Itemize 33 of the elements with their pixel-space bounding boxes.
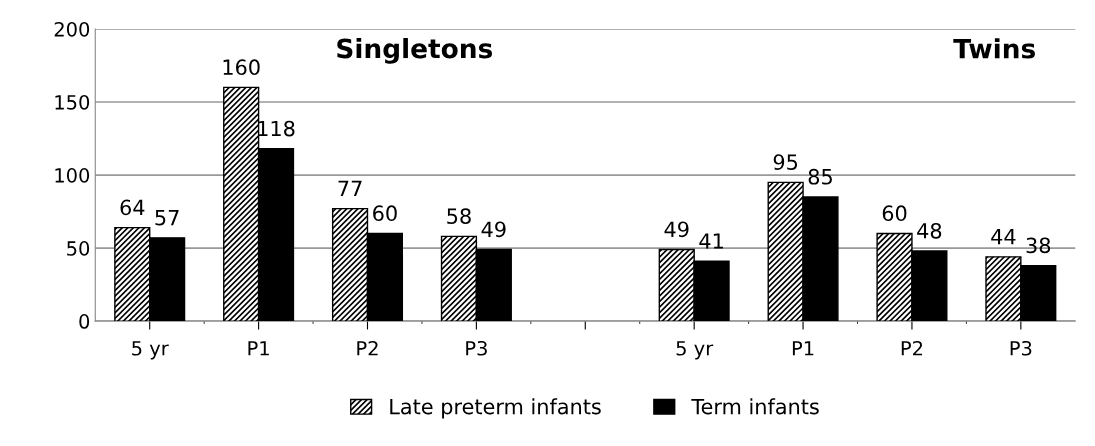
y-tick-label: 200 xyxy=(54,21,90,37)
data-label: 49 xyxy=(664,221,689,238)
data-label: 60 xyxy=(882,205,907,222)
data-label: 58 xyxy=(447,208,471,225)
data-label: 48 xyxy=(917,222,942,239)
data-label: 49 xyxy=(481,221,506,238)
x-tick-label: P3 xyxy=(1010,340,1032,356)
data-label: 160 xyxy=(223,59,260,76)
data-label: 64 xyxy=(120,199,145,216)
data-label: 118 xyxy=(258,120,295,137)
data-label: 95 xyxy=(773,154,798,170)
annotation: Twins xyxy=(953,38,1035,59)
data-label: 85 xyxy=(808,168,832,185)
x-tick-label: P1 xyxy=(792,341,814,356)
data-label: 44 xyxy=(991,229,1016,245)
legend-label: Late preterm infants xyxy=(390,398,601,419)
data-label: 41 xyxy=(699,233,723,249)
x-tick-label: P2 xyxy=(357,340,378,356)
data-label: 60 xyxy=(373,205,397,222)
y-tick-label: 0 xyxy=(79,314,90,329)
y-tick-label: 100 xyxy=(55,168,90,183)
x-tick-label: P3 xyxy=(466,340,487,356)
data-label: 38 xyxy=(1026,237,1051,254)
x-tick-label: 5 yr xyxy=(676,341,714,360)
x-tick-label: 5 yr xyxy=(132,341,169,360)
y-tick-label: 150 xyxy=(55,94,90,110)
data-label: 77 xyxy=(338,180,362,196)
x-tick-label: P1 xyxy=(248,341,269,356)
y-tick-label: 50 xyxy=(67,241,90,256)
legend-label: Term infants xyxy=(691,398,819,415)
x-tick-label: P2 xyxy=(901,340,923,356)
data-label: 57 xyxy=(155,210,179,226)
annotation: Singletons xyxy=(337,38,493,64)
